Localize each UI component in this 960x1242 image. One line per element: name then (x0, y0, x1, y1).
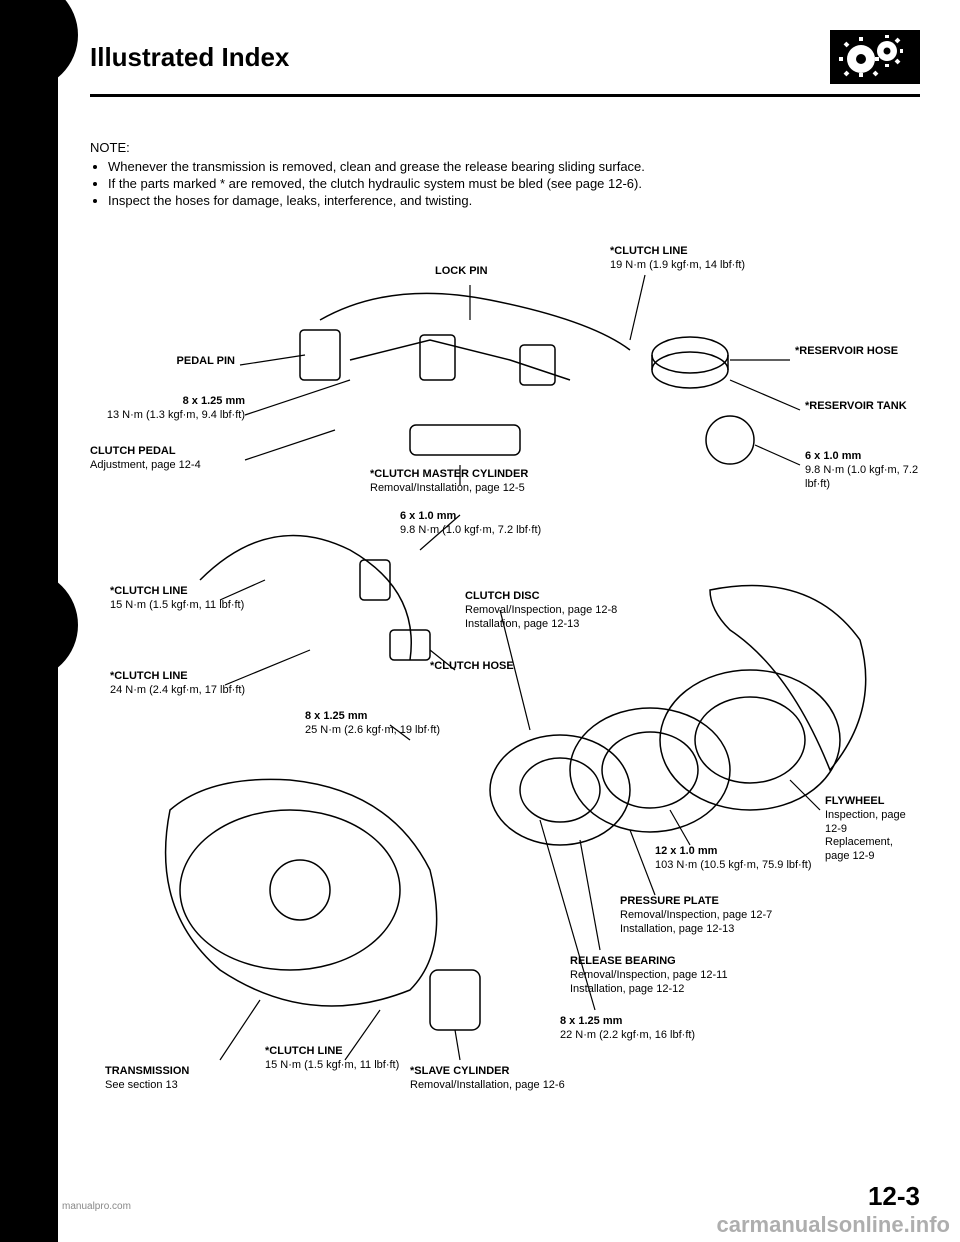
label-text: *CLUTCH LINE (265, 1045, 343, 1057)
label-master-cyl: *CLUTCH MASTER CYLINDER Removal/Installa… (370, 468, 528, 496)
page-header: Illustrated Index (90, 30, 920, 97)
label-bolt-c: 8 x 1.25 mm 22 N·m (2.2 kgf·m, 16 lbf·ft… (560, 1015, 695, 1043)
label-sub: Removal/Installation, page 12-5 (370, 482, 528, 496)
label-text: *CLUTCH LINE (610, 245, 688, 257)
binding-bump-top (0, 0, 78, 90)
note-heading: NOTE: (90, 140, 920, 155)
note-item: Inspect the hoses for damage, leaks, int… (108, 193, 920, 208)
label-text: TRANSMISSION (105, 1065, 189, 1077)
footer-source: manualpro.com (62, 1201, 131, 1212)
label-text: CLUTCH DISC (465, 590, 540, 602)
label-sub: 24 N·m (2.4 kgf·m, 17 lbf·ft) (110, 684, 245, 698)
label-sub: Removal/Inspection, page 12-7 (620, 909, 772, 923)
label-sub: Removal/Installation, page 12-6 (410, 1079, 565, 1093)
label-bolt-b: 8 x 1.25 mm 25 N·m (2.6 kgf·m, 19 lbf·ft… (305, 710, 440, 738)
label-bolt-a: 8 x 1.25 mm 13 N·m (1.3 kgf·m, 9.4 lbf·f… (95, 395, 245, 423)
label-sub: Inspection, page 12-9 (825, 809, 920, 837)
label-sub: 15 N·m (1.5 kgf·m, 11 lbf·ft) (110, 599, 244, 613)
label-sub: 15 N·m (1.5 kgf·m, 11 lbf·ft) (265, 1059, 399, 1073)
label-clutch-line-24: *CLUTCH LINE 24 N·m (2.4 kgf·m, 17 lbf·f… (110, 670, 245, 698)
label-lock-pin: LOCK PIN (435, 265, 488, 279)
label-text: *SLAVE CYLINDER (410, 1065, 509, 1077)
gear-icon (830, 30, 920, 84)
label-bolt-6b: 6 x 1.0 mm 9.8 N·m (1.0 kgf·m, 7.2 lbf·f… (400, 510, 541, 538)
label-text: 8 x 1.25 mm (183, 395, 245, 407)
label-sub: 9.8 N·m (1.0 kgf·m, 7.2 lbf·ft) (400, 524, 541, 538)
label-text: 8 x 1.25 mm (305, 710, 367, 722)
label-sub: 25 N·m (2.6 kgf·m, 19 lbf·ft) (305, 724, 440, 738)
label-text: 6 x 1.0 mm (805, 450, 861, 462)
label-sub: 103 N·m (10.5 kgf·m, 75.9 lbf·ft) (655, 859, 812, 873)
label-text: RELEASE BEARING (570, 955, 676, 967)
label-flywheel: FLYWHEEL Inspection, page 12-9 Replaceme… (825, 795, 920, 864)
label-text: FLYWHEEL (825, 795, 885, 807)
label-sub: Installation, page 12-13 (620, 923, 772, 937)
note-block: NOTE: Whenever the transmission is remov… (90, 140, 920, 210)
label-sub: Removal/Inspection, page 12-8 (465, 604, 617, 618)
label-clutch-hose: *CLUTCH HOSE (430, 660, 514, 674)
page-title: Illustrated Index (90, 42, 289, 73)
label-text: *CLUTCH LINE (110, 585, 188, 597)
label-sub: Adjustment, page 12-4 (90, 459, 201, 473)
label-clutch-line-15b: *CLUTCH LINE 15 N·m (1.5 kgf·m, 11 lbf·f… (265, 1045, 399, 1073)
label-text: *CLUTCH MASTER CYLINDER (370, 468, 528, 480)
label-sub: 13 N·m (1.3 kgf·m, 9.4 lbf·ft) (95, 409, 245, 423)
exploded-diagram: LOCK PIN *CLUTCH LINE 19 N·m (1.9 kgf·m,… (90, 250, 920, 1130)
label-text: *RESERVOIR HOSE (795, 345, 898, 357)
label-text: 8 x 1.25 mm (560, 1015, 622, 1027)
label-pressure-plate: PRESSURE PLATE Removal/Inspection, page … (620, 895, 772, 936)
label-sub: See section 13 (105, 1079, 189, 1093)
label-sub: Removal/Inspection, page 12-11 (570, 969, 728, 983)
label-bolt-12: 12 x 1.0 mm 103 N·m (10.5 kgf·m, 75.9 lb… (655, 845, 812, 873)
label-sub: Installation, page 12-12 (570, 983, 728, 997)
label-text: 6 x 1.0 mm (400, 510, 456, 522)
label-text: CLUTCH PEDAL (90, 445, 176, 457)
note-list: Whenever the transmission is removed, cl… (90, 159, 920, 208)
label-clutch-line-top: *CLUTCH LINE 19 N·m (1.9 kgf·m, 14 lbf·f… (610, 245, 745, 273)
label-sub: Installation, page 12-13 (465, 618, 617, 632)
label-sub: 19 N·m (1.9 kgf·m, 14 lbf·ft) (610, 259, 745, 273)
label-reservoir-tank: *RESERVOIR TANK (805, 400, 907, 414)
label-clutch-disc: CLUTCH DISC Removal/Inspection, page 12-… (465, 590, 617, 631)
label-sub: 22 N·m (2.2 kgf·m, 16 lbf·ft) (560, 1029, 695, 1043)
label-bolt-6a: 6 x 1.0 mm 9.8 N·m (1.0 kgf·m, 7.2 lbf·f… (805, 450, 920, 491)
label-sub: 9.8 N·m (1.0 kgf·m, 7.2 lbf·ft) (805, 464, 920, 492)
label-text: 12 x 1.0 mm (655, 845, 717, 857)
note-item: If the parts marked * are removed, the c… (108, 176, 920, 191)
label-sub: Replacement, page 12-9 (825, 836, 920, 864)
label-text: *CLUTCH HOSE (430, 660, 514, 672)
page-number: 12-3 (868, 1181, 920, 1212)
watermark: carmanualsonline.info (717, 1212, 951, 1238)
label-clutch-line-15a: *CLUTCH LINE 15 N·m (1.5 kgf·m, 11 lbf·f… (110, 585, 244, 613)
label-release-bearing: RELEASE BEARING Removal/Inspection, page… (570, 955, 728, 996)
label-text: PRESSURE PLATE (620, 895, 719, 907)
label-transmission: TRANSMISSION See section 13 (105, 1065, 189, 1093)
label-clutch-pedal: CLUTCH PEDAL Adjustment, page 12-4 (90, 445, 201, 473)
binding-bump-mid (0, 570, 78, 680)
note-item: Whenever the transmission is removed, cl… (108, 159, 920, 174)
label-text: *CLUTCH LINE (110, 670, 188, 682)
label-pedal-pin: PEDAL PIN (105, 355, 235, 369)
label-reservoir-hose: *RESERVOIR HOSE (795, 345, 898, 359)
page: Illustrated Index (0, 0, 960, 1242)
label-slave-cyl: *SLAVE CYLINDER Removal/Installation, pa… (410, 1065, 565, 1093)
